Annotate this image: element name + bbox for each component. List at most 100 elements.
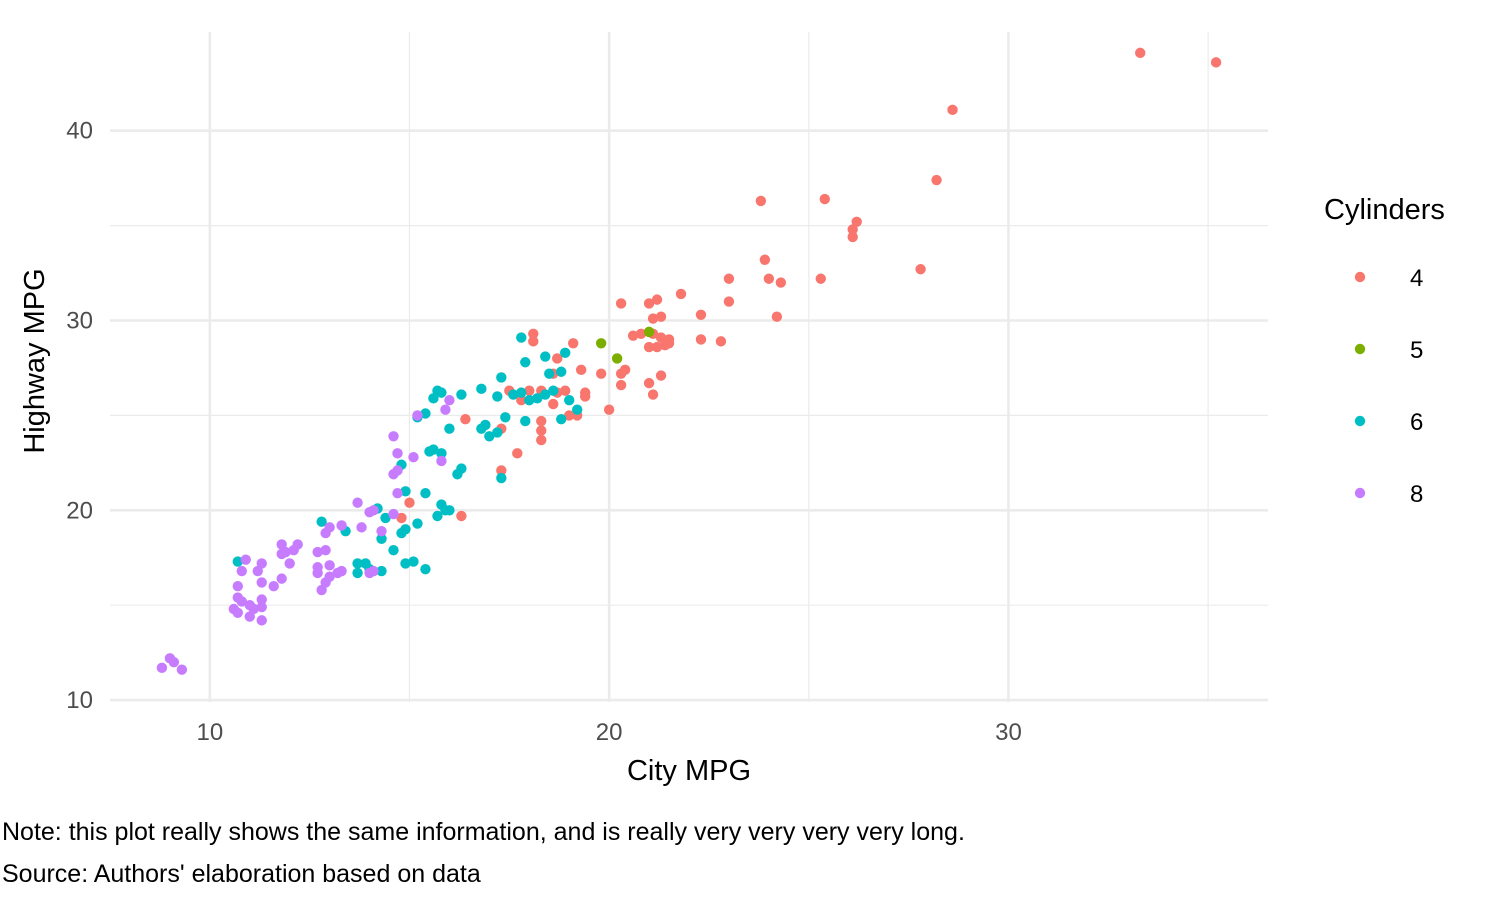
data-point-cyl-6 [556,413,567,425]
legend-label-5: 5 [1410,337,1423,364]
data-point-cyl-8 [236,596,247,607]
data-point-cyl-4 [815,273,826,284]
data-point-cyl-4 [643,341,655,353]
data-point-cyl-8 [312,567,323,579]
data-point-cyl-4 [595,368,607,379]
data-point-cyl-8 [244,611,255,622]
data-point-cyl-6 [476,383,487,395]
data-point-cyl-4 [755,195,767,207]
data-point-cyl-4 [847,224,858,235]
data-point-cyl-4 [404,497,415,508]
x-axis-title: City MPG [627,755,751,787]
legend-label-6: 6 [1410,409,1423,436]
data-point-cyl-4 [619,364,631,376]
data-point-cyl-4 [568,338,579,349]
data-point-cyl-6 [376,533,387,544]
data-point-cyl-6 [400,486,411,497]
data-point-cyl-6 [516,332,527,343]
legend-label-8: 8 [1410,481,1423,508]
data-point-cyl-6 [376,565,387,577]
data-point-cyl-4 [695,309,707,321]
data-point-cyl-4 [548,398,559,410]
data-point-cyl-4 [512,448,523,459]
data-point-cyl-8 [256,601,267,613]
data-point-cyl-4 [552,353,563,364]
axis-ticks: 10 20 30 10 20 30 40 [66,118,1022,746]
data-point-cyl-8 [388,508,399,520]
data-point-cyl-6 [560,347,571,358]
data-point-cyl-6 [540,389,551,400]
data-point-cyl-8 [312,546,323,558]
data-point-cyl-6 [548,385,559,396]
data-point-cyl-8 [324,560,335,571]
data-point-cyl-4 [615,379,627,391]
data-point-cyl-4 [647,389,659,400]
legend-label-4: 4 [1410,265,1423,292]
data-point-cyl-4 [675,288,687,300]
data-point-cyl-8 [232,581,243,592]
data-point-cyl-4 [643,377,655,389]
legend: Cylinders 4 5 6 8 [1324,194,1445,508]
data-point-cyl-4 [771,311,783,322]
data-point-cyl-6 [544,368,555,379]
data-point-cyl-8 [256,577,267,588]
data-point-cyl-6 [428,393,439,404]
data-point-cyl-4 [1135,47,1146,59]
data-point-cyl-6 [520,357,531,368]
grid-lines [110,32,1268,702]
data-point-cyl-4 [847,231,858,243]
data-point-cyl-6 [492,391,503,402]
data-point-cyl-8 [276,573,287,584]
x-tick-label: 20 [596,719,623,746]
data-point-cyl-8 [284,558,295,569]
data-point-cyl-6 [408,556,419,567]
data-point-cyl-4 [396,512,407,524]
data-point-cyl-8 [252,565,263,577]
legend-key-6 [1354,415,1366,427]
data-point-cyl-4 [915,264,926,275]
data-point-cyl-4 [651,341,663,353]
data-points [156,47,1222,675]
data-point-cyl-4 [663,338,675,349]
data-point-cyl-5 [611,353,623,364]
data-point-cyl-4 [723,273,735,284]
data-point-cyl-4 [603,404,615,415]
data-point-cyl-4 [763,273,775,284]
data-point-cyl-4 [651,294,663,305]
data-point-cyl-6 [352,567,363,579]
data-point-cyl-4 [516,395,527,406]
chart-note: Note: this plot really shows the same in… [2,818,965,846]
legend-key-4 [1354,271,1366,283]
data-point-cyl-4 [647,313,659,324]
y-tick-label: 40 [66,118,93,145]
data-point-cyl-8 [236,565,247,577]
data-point-cyl-4 [715,336,727,347]
data-point-cyl-8 [336,565,347,577]
data-point-cyl-6 [232,556,243,567]
data-point-cyl-4 [575,364,587,376]
chart-source: Source: Authors' elaboration based on da… [2,860,481,888]
data-point-cyl-6 [316,516,327,527]
data-point-cyl-6 [396,527,407,539]
data-point-cyl-8 [352,497,363,508]
data-point-cyl-8 [320,544,331,556]
data-point-cyl-8 [288,544,299,556]
x-tick-label: 10 [196,719,223,746]
data-point-cyl-6 [496,472,507,484]
data-point-cyl-6 [484,431,495,442]
data-point-cyl-6 [492,427,503,438]
data-point-cyl-8 [240,554,251,565]
data-point-cyl-4 [819,193,830,205]
data-point-cyl-4 [536,434,547,446]
data-point-cyl-4 [536,425,547,436]
data-point-cyl-4 [635,328,647,339]
data-point-cyl-6 [524,395,535,406]
data-point-cyl-4 [627,330,639,341]
data-point-cyl-4 [615,298,627,309]
data-point-cyl-8 [232,607,243,618]
data-point-cyl-6 [456,463,467,474]
data-point-cyl-8 [156,662,168,674]
data-point-cyl-6 [388,544,399,556]
data-point-cyl-6 [444,423,455,434]
data-point-cyl-5 [595,338,607,349]
